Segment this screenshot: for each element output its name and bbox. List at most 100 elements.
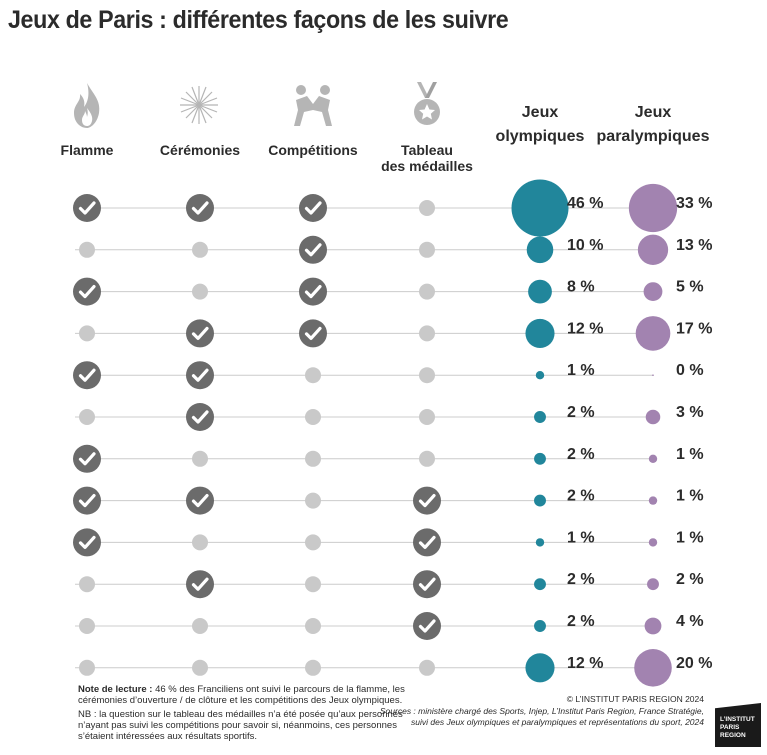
column-label-medailles-line2: des médailles — [381, 158, 473, 174]
check-icon — [78, 494, 96, 508]
olympic-bubble — [534, 494, 546, 507]
column-label-medailles: Tableau des médailles — [381, 142, 473, 174]
paralympic-bubble — [652, 374, 654, 377]
inactive-dot — [305, 450, 321, 467]
wrestlers-icon — [294, 85, 332, 126]
check-icon — [304, 285, 322, 299]
olympic-value-label: 2 % — [567, 404, 595, 421]
check-icon — [78, 535, 96, 549]
logo-line1: L’INSTITUT — [720, 716, 755, 723]
paralympic-value-label: 1 % — [676, 529, 704, 546]
paralympic-bubble — [643, 282, 663, 301]
logo-line2: PARIS — [720, 724, 740, 731]
paralympic-bubble — [644, 617, 662, 635]
inactive-dot — [419, 409, 435, 425]
inactive-dot — [419, 367, 435, 384]
paralympic-bubble — [647, 578, 659, 591]
check-circle — [73, 361, 101, 390]
column-label-paralympiques-line2: paralympiques — [596, 128, 710, 145]
sources: Sources : ministère chargé des Sports, I… — [379, 706, 704, 727]
inactive-dot — [419, 450, 435, 467]
inactive-dot — [192, 241, 208, 258]
reading-note-text: 46 % des Franciliens ont suivi le parcou… — [78, 684, 405, 706]
inactive-dot — [79, 409, 95, 425]
reading-note-paragraph: Note de lecture : 46 % des Franciliens o… — [78, 684, 408, 706]
check-circle — [299, 277, 327, 306]
check-icon — [191, 326, 209, 340]
column-label-competitions: Compétitions — [268, 142, 358, 158]
check-circle — [73, 194, 101, 222]
check-icon — [304, 326, 322, 340]
inactive-dot — [79, 618, 95, 634]
check-icon — [418, 535, 436, 549]
inactive-dot — [305, 659, 321, 676]
inactive-dot — [419, 241, 435, 258]
column-label-olympiques-line2: olympiques — [495, 128, 585, 145]
paralympic-value-label: 17 % — [676, 320, 712, 337]
olympic-value-label: 2 % — [567, 446, 595, 463]
paralympic-value-label: 5 % — [676, 279, 704, 296]
olympic-bubble — [511, 179, 569, 237]
paralympic-bubble — [637, 234, 669, 265]
olympic-value-label: 10 % — [567, 237, 603, 254]
olympic-bubble — [528, 279, 552, 304]
paralympic-bubble — [648, 538, 658, 547]
olympic-bubble — [526, 236, 554, 264]
inactive-dot — [305, 576, 321, 593]
paralympic-bubble — [648, 454, 658, 464]
inactive-dot — [192, 618, 208, 634]
olympic-bubble — [534, 411, 546, 423]
check-icon — [418, 494, 436, 508]
olympic-bubble — [534, 578, 546, 591]
check-circle — [73, 277, 101, 306]
column-label-paralympiques-line1: Jeux — [634, 104, 672, 121]
copyright: © L’INSTITUT PARIS REGION 2024 — [566, 694, 704, 704]
inactive-dot — [305, 618, 321, 634]
check-icon — [418, 619, 436, 633]
reading-note-label: Note de lecture : — [78, 684, 153, 695]
inactive-dot — [79, 325, 95, 342]
check-icon — [78, 285, 96, 299]
check-circle — [299, 319, 327, 348]
olympic-value-label: 12 % — [567, 655, 603, 672]
paralympic-value-label: 4 % — [676, 613, 704, 630]
inactive-dot — [192, 659, 208, 676]
fireworks-icon — [180, 86, 218, 124]
check-icon — [191, 410, 209, 424]
paralympic-value-label: 0 % — [676, 362, 704, 379]
check-circle — [73, 444, 101, 473]
check-circle — [186, 319, 214, 348]
olympic-value-label: 1 % — [567, 529, 595, 546]
column-label-olympiques-line1: Jeux — [521, 104, 559, 121]
check-icon — [191, 201, 209, 215]
check-circle — [413, 486, 441, 515]
paralympic-value-label: 33 % — [676, 195, 712, 212]
olympic-value-label: 46 % — [567, 195, 603, 212]
check-circle — [299, 235, 327, 264]
inactive-dot — [192, 534, 208, 551]
olympic-value-label: 1 % — [567, 362, 595, 379]
check-circle — [413, 528, 441, 557]
paralympic-bubble — [648, 496, 658, 505]
reading-note: Note de lecture : 46 % des Franciliens o… — [78, 684, 408, 745]
olympic-value-label: 8 % — [567, 279, 595, 296]
paralympic-value-label: 3 % — [676, 404, 704, 421]
inactive-dot — [79, 659, 95, 676]
olympic-value-label: 2 % — [567, 571, 595, 588]
check-circle — [73, 486, 101, 515]
check-circle — [186, 486, 214, 515]
check-icon — [191, 577, 209, 591]
inactive-dot — [305, 534, 321, 551]
logo-line3: REGION — [720, 732, 746, 739]
check-circle — [186, 570, 214, 599]
chart-title: Jeux de Paris : différentes façons de le… — [8, 6, 509, 34]
inactive-dot — [305, 492, 321, 509]
paralympic-bubble — [628, 183, 678, 233]
olympic-bubble — [525, 318, 555, 348]
column-label-olympiques: Jeux olympiques — [496, 101, 585, 149]
check-icon — [418, 577, 436, 591]
check-circle — [186, 403, 214, 431]
paralympic-bubble — [634, 649, 672, 687]
inactive-dot — [419, 325, 435, 342]
institut-logo: L’INSTITUT PARIS REGION — [715, 703, 761, 747]
